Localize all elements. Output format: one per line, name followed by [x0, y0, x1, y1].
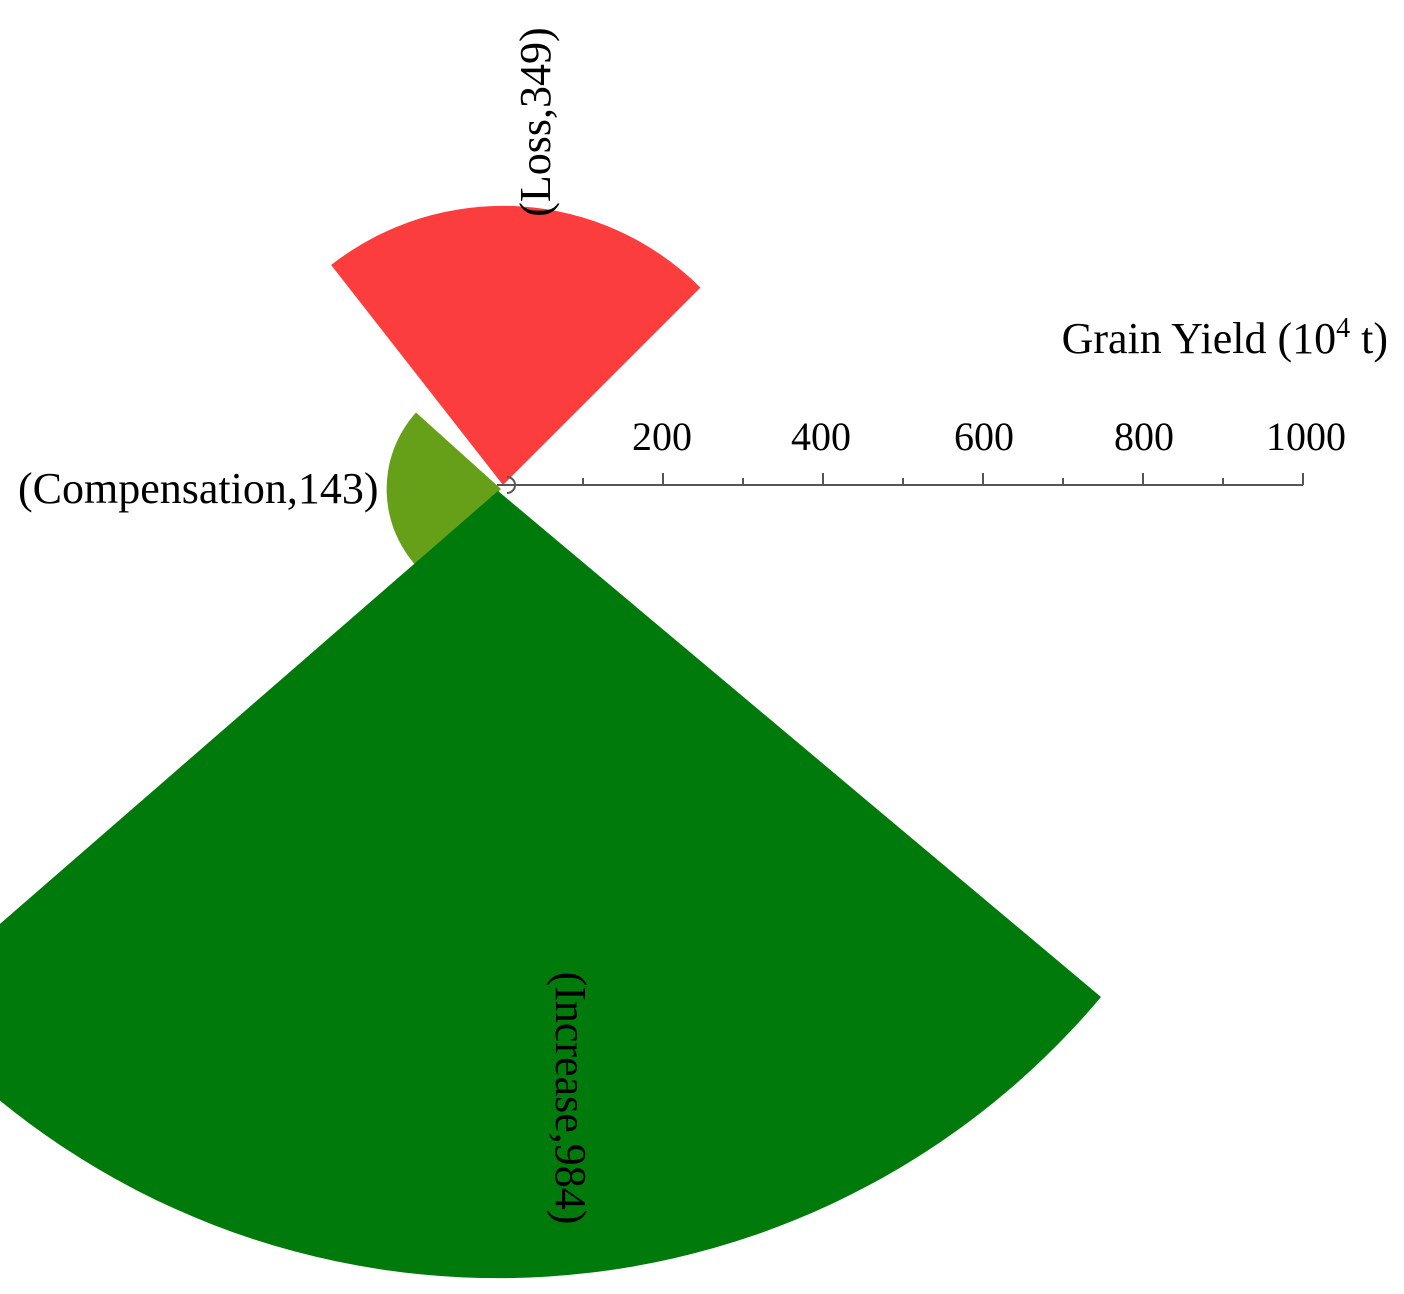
pole-marker — [506, 476, 516, 494]
tick-label-600: 600 — [954, 414, 1014, 459]
sector-increase — [0, 491, 1101, 1279]
axis-ticks — [506, 473, 1304, 494]
sector-loss — [331, 205, 701, 485]
tick-label-400: 400 — [791, 414, 851, 459]
radial-axis: 200 400 600 800 1000 Grain Yield (104 t) — [497, 313, 1388, 494]
tick-label-1000: 1000 — [1266, 414, 1346, 459]
sector-label-increase: (Increase,984) — [546, 972, 595, 1225]
tick-label-800: 800 — [1114, 414, 1174, 459]
axis-title: Grain Yield (104 t) — [1062, 313, 1388, 363]
sector-label-loss: (Loss,349) — [511, 27, 560, 216]
sector-labels: (Loss,349) (Compensation,143) (Increase,… — [18, 27, 595, 1224]
sector-compensation — [386, 412, 501, 572]
sectors — [0, 205, 1101, 1279]
tick-label-200: 200 — [632, 414, 692, 459]
axis-title-superscript: 4 — [1336, 313, 1350, 344]
sector-label-compensation: (Compensation,143) — [18, 464, 379, 513]
